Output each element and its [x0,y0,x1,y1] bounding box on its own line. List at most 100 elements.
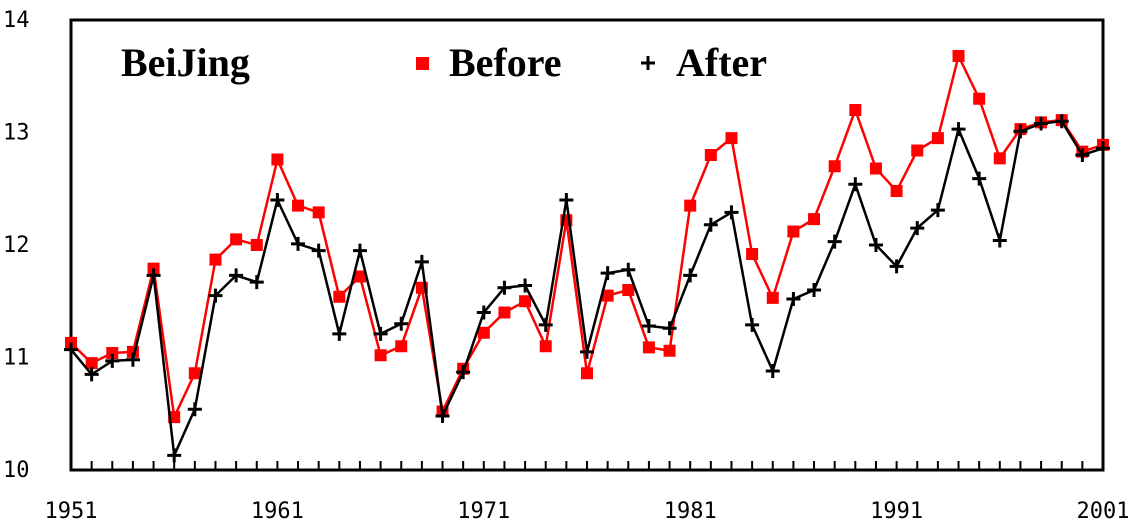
after-point [910,221,925,236]
series-after [64,114,1110,463]
x-tick-label: 1961 [251,499,304,524]
x-tick-label: 2001 [1077,499,1130,524]
before-point [581,367,593,380]
y-tick-label: 12 [3,233,30,258]
after-point [848,177,863,192]
after-point [373,326,388,341]
before-point [704,149,717,161]
after-point [951,122,966,137]
after-point [724,205,739,220]
after-point [125,352,140,367]
before-point [312,206,325,219]
y-tick-label: 10 [3,458,30,483]
after-point [249,275,264,290]
after-point [641,319,656,333]
after-point [64,342,78,357]
after-point [518,278,533,293]
x-tick-label: 1981 [664,499,717,524]
before-point [250,239,263,251]
y-tick-labels: 10 11 12 13 14 [3,8,30,483]
after-point [972,171,987,186]
legend-before-label: Before [449,40,562,85]
before-point [663,344,676,357]
x-minor-ticks [70,461,1104,470]
after-point [683,268,698,283]
after-point [930,203,945,218]
before-point [374,349,387,362]
after-point [745,317,760,332]
before-point [353,270,366,283]
before-point [931,132,944,145]
before-point [292,199,305,212]
y-tick-label: 11 [3,346,30,371]
before-point [395,340,408,353]
after-point [394,316,409,331]
before-point [498,306,511,319]
after-point [456,365,471,380]
before-point [766,291,779,304]
before-point [746,248,759,260]
after-point [538,317,553,332]
before-point [808,213,821,226]
after-point [187,402,202,417]
after-point [146,268,161,283]
before-point [849,104,862,116]
before-point [539,340,552,353]
after-point [600,266,615,281]
before-point [601,289,614,302]
after-point [229,268,244,283]
after-point [889,259,904,274]
after-point [332,326,347,341]
after-point [291,236,306,251]
after-point [703,217,718,232]
before-point [271,153,284,166]
legend-after-label: After [676,40,767,85]
before-point [333,290,346,303]
after-point [270,193,285,207]
before-point [642,341,655,354]
after-point [1075,148,1090,162]
before-point [828,160,841,173]
series-layer [64,50,1110,463]
before-point [85,357,98,370]
after-point [1034,116,1049,131]
before-point [209,253,222,266]
after-point [765,364,780,378]
after-point [621,262,636,277]
after-point [1096,141,1110,156]
after-point [435,409,450,423]
x-tick-label: 1991 [870,499,923,524]
after-point [311,243,326,258]
before-point [725,132,738,145]
after-point [352,243,367,258]
before-point [952,50,965,62]
after-point [414,254,429,269]
before-point [622,284,635,296]
x-tick-label: 1951 [45,499,98,524]
after-point [1054,114,1069,129]
after-point [167,448,182,463]
after-point [208,288,223,303]
after-point [827,234,842,249]
after-point [580,344,594,359]
legend-after-marker [641,56,655,70]
after-point [476,305,491,320]
after-point [992,233,1007,248]
legend: Before After [416,40,767,85]
before-point [106,347,119,359]
after-point [868,238,883,252]
after-point [786,292,801,306]
x-tick-labels: 1951 1961 1971 1981 1991 2001 [45,499,1130,524]
plot-frame [69,18,1105,472]
before-point [890,185,903,197]
before-point [188,367,201,380]
before-point [973,92,986,105]
after-point [497,280,512,295]
before-point [869,162,882,175]
after-point [1013,124,1028,139]
before-point [911,144,924,157]
after-point [559,193,574,207]
series-before [65,50,1109,424]
after-point [84,367,99,382]
